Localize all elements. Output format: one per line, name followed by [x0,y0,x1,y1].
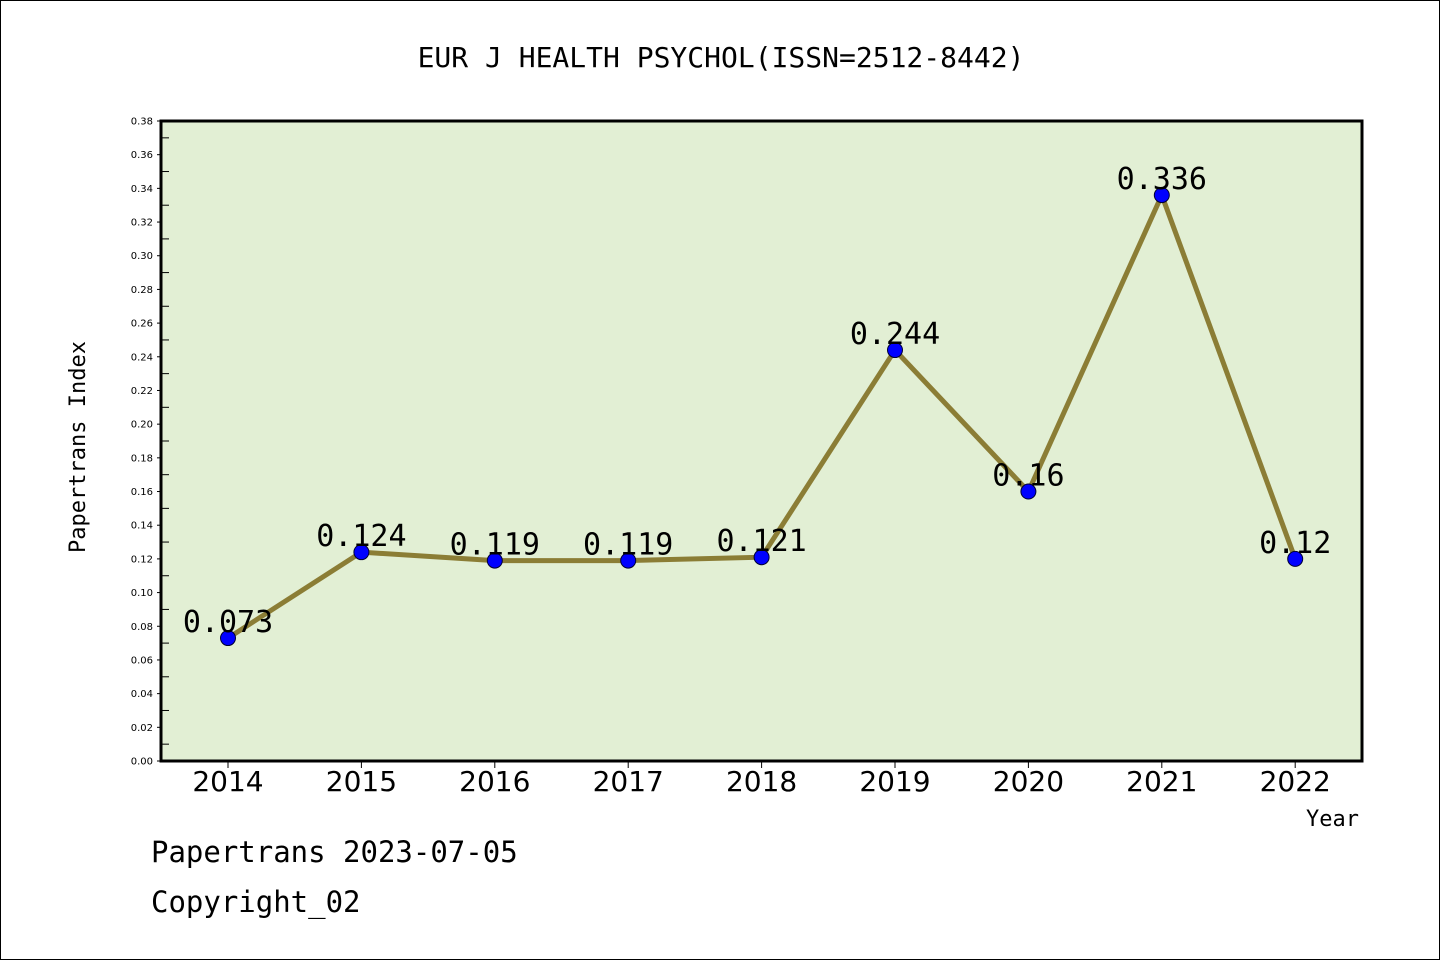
data-label: 0.124 [316,519,406,554]
x-axis: 2014 2015 2016 2017 2018 2019 2020 2021 2022 [192,760,1331,798]
x-tick-label: 2018 [726,765,797,798]
y-tick-label: 0.32 [131,218,153,229]
y-tick-label: 0.24 [131,352,153,363]
data-point [486,552,503,569]
y-tick-label: 0.12 [131,554,153,565]
footer-date-line: Papertrans 2023-07-05 [151,835,518,869]
y-tick-label: 0.04 [131,689,153,700]
data-label: 0.119 [450,528,540,563]
data-point [753,549,770,566]
data-point [620,552,637,569]
y-axis-title: Papertrans Index [66,341,91,553]
x-tick-label: 2019 [859,765,930,798]
data-point [1153,187,1170,204]
data-label: 0.119 [583,528,673,563]
y-tick-label: 0.30 [131,251,153,262]
y-tick-label: 0.22 [131,386,153,397]
y-tick-label: 0.28 [131,285,153,296]
y-tick-label: 0.00 [131,757,153,768]
x-tick-label: 2020 [993,765,1064,798]
y-tick-label: 0.08 [131,622,153,633]
y-tick-label: 0.16 [131,487,153,498]
y-tick-label: 0.02 [131,723,153,734]
data-label: 0.244 [850,317,940,352]
data-point [887,342,903,359]
data-point [353,544,370,561]
x-axis-title: Year [1306,807,1359,832]
y-tick-label: 0.36 [131,150,153,161]
data-point [1287,550,1304,567]
chart-title: EUR J HEALTH PSYCHOL(ISSN=2512-8442) [418,41,1025,74]
y-tick-label: 0.06 [131,655,153,666]
x-tick-label: 2021 [1126,765,1197,798]
data-label: 0.336 [1117,162,1207,197]
y-tick-label: 0.20 [131,420,153,431]
y-axis: 0.00 0.02 0.04 0.06 0.08 0.10 0.12 0.14 0.16 0.18… [131,117,169,768]
x-tick-label: 2014 [192,765,263,798]
data-point [220,630,236,647]
footer-copyright-line: Copyright_02 [151,885,361,919]
x-tick-label: 2016 [459,765,530,798]
data-label: 0.121 [716,524,806,559]
data-label: 0.12 [1259,526,1331,561]
data-label: 0.16 [992,459,1064,494]
y-tick-label: 0.10 [131,588,153,599]
x-tick-label: 2022 [1260,765,1331,798]
series-papertrans-index: 0.073 0.124 0.119 0.119 0.121 0.244 0.16 0.336 0… [183,162,1331,647]
y-tick-label: 0.38 [131,117,153,128]
y-tick-label: 0.34 [131,184,153,195]
y-tick-label: 0.14 [131,521,153,532]
x-tick-label: 2015 [326,765,397,798]
y-tick-label: 0.18 [131,453,153,464]
plot-area [159,119,1364,763]
y-tick-label: 0.26 [131,319,153,330]
x-tick-label: 2017 [593,765,664,798]
data-label: 0.073 [183,605,273,640]
data-point [1020,483,1037,500]
